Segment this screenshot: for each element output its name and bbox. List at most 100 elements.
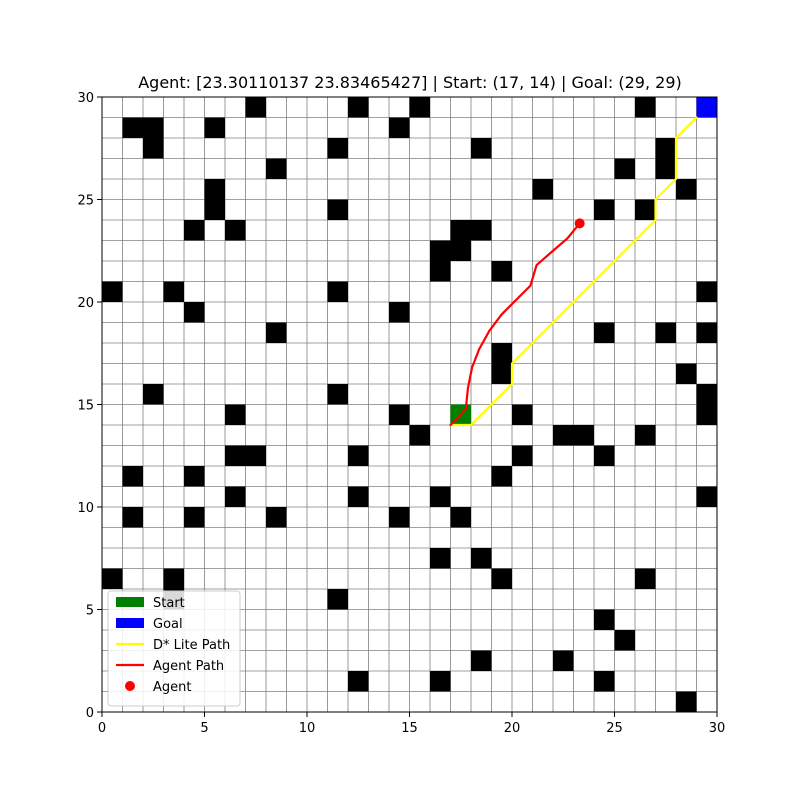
obstacle-cell	[163, 568, 184, 589]
y-tick-label: 0	[86, 706, 94, 721]
obstacles-layer	[102, 97, 717, 712]
obstacle-cell	[266, 158, 287, 179]
obstacle-cell	[696, 281, 717, 302]
obstacle-cell	[676, 691, 697, 712]
x-tick-label: 5	[200, 721, 208, 736]
obstacle-cell	[245, 97, 266, 118]
obstacle-cell	[491, 466, 512, 487]
obstacle-cell	[676, 179, 697, 200]
obstacle-cell	[532, 179, 553, 200]
obstacle-cell	[102, 568, 123, 589]
obstacle-cell	[471, 138, 492, 159]
agent-marker	[574, 218, 585, 229]
y-tick-label: 30	[77, 91, 94, 106]
obstacle-cell	[491, 363, 512, 384]
legend: Start Goal D* Lite Path Agent Path Agent	[107, 590, 241, 707]
obstacle-cell	[389, 507, 410, 528]
obstacle-cell	[122, 466, 143, 487]
obstacle-cell	[635, 568, 656, 589]
obstacle-cell	[327, 199, 348, 220]
obstacle-cell	[450, 220, 471, 241]
legend-label-agent: Agent	[153, 680, 191, 695]
obstacle-cell	[389, 302, 410, 323]
obstacle-cell	[594, 445, 615, 466]
x-tick-label: 0	[98, 721, 106, 736]
obstacle-cell	[225, 220, 246, 241]
obstacle-cell	[491, 261, 512, 282]
obstacle-cell	[430, 486, 451, 507]
obstacle-cell	[696, 486, 717, 507]
obstacle-cell	[122, 507, 143, 528]
y-tick-label: 15	[77, 399, 94, 414]
goal-cell	[696, 97, 717, 118]
obstacle-cell	[450, 507, 471, 528]
legend-label-agent-path: Agent Path	[153, 659, 224, 674]
obstacle-cell	[204, 117, 225, 138]
obstacle-cell	[430, 548, 451, 569]
y-tick-label: 25	[77, 194, 94, 209]
chart-title: Agent: [23.30110137 23.83465427] | Start…	[138, 73, 682, 92]
obstacle-cell	[327, 281, 348, 302]
legend-swatch-start	[116, 597, 144, 607]
obstacle-cell	[655, 158, 676, 179]
obstacle-cell	[471, 220, 492, 241]
obstacle-cell	[491, 568, 512, 589]
obstacle-cell	[143, 117, 164, 138]
obstacle-cell	[389, 117, 410, 138]
obstacle-cell	[204, 179, 225, 200]
paths-layer	[449, 116, 698, 427]
y-tick-label: 10	[77, 501, 94, 516]
obstacle-cell	[184, 466, 205, 487]
obstacle-cell	[594, 322, 615, 343]
obstacle-cell	[655, 138, 676, 159]
obstacle-cell	[122, 117, 143, 138]
obstacle-cell	[348, 671, 369, 692]
obstacle-cell	[143, 384, 164, 405]
obstacle-cell	[348, 445, 369, 466]
obstacle-cell	[450, 240, 471, 261]
d-lite-path-line	[449, 116, 698, 427]
obstacle-cell	[184, 507, 205, 528]
axes-layer: 0 5 10 15 20 25 30 0 5 10 15 20 25 30	[77, 91, 725, 736]
obstacle-cell	[389, 404, 410, 425]
x-tick-label: 15	[401, 721, 418, 736]
obstacle-cell	[635, 199, 656, 220]
obstacle-cell	[102, 281, 123, 302]
obstacle-cell	[143, 138, 164, 159]
obstacle-cell	[594, 199, 615, 220]
obstacle-cell	[553, 650, 574, 671]
obstacle-cell	[266, 322, 287, 343]
y-tick-label: 20	[77, 296, 94, 311]
obstacle-cell	[430, 240, 451, 261]
obstacle-cell	[184, 220, 205, 241]
agent-path-line	[449, 222, 581, 427]
obstacle-cell	[594, 671, 615, 692]
obstacle-cell	[696, 384, 717, 405]
obstacle-cell	[409, 97, 430, 118]
obstacle-cell	[635, 425, 656, 446]
obstacle-cell	[696, 404, 717, 425]
obstacle-cell	[409, 425, 430, 446]
obstacle-cell	[184, 302, 205, 323]
legend-label-d-lite-path: D* Lite Path	[153, 638, 230, 653]
x-tick-label: 20	[504, 721, 521, 736]
obstacle-cell	[676, 363, 697, 384]
obstacle-cell	[614, 630, 635, 651]
obstacle-cell	[204, 199, 225, 220]
x-tick-label: 30	[709, 721, 726, 736]
obstacle-cell	[573, 425, 594, 446]
x-tick-label: 10	[299, 721, 316, 736]
obstacle-cell	[225, 445, 246, 466]
obstacle-cell	[327, 138, 348, 159]
obstacle-cell	[614, 158, 635, 179]
obstacle-cell	[471, 548, 492, 569]
obstacle-cell	[471, 650, 492, 671]
obstacle-cell	[594, 609, 615, 630]
obstacle-cell	[225, 486, 246, 507]
obstacle-cell	[163, 281, 184, 302]
obstacle-cell	[430, 671, 451, 692]
legend-label-start: Start	[153, 596, 185, 611]
obstacle-cell	[696, 322, 717, 343]
obstacle-cell	[225, 404, 246, 425]
